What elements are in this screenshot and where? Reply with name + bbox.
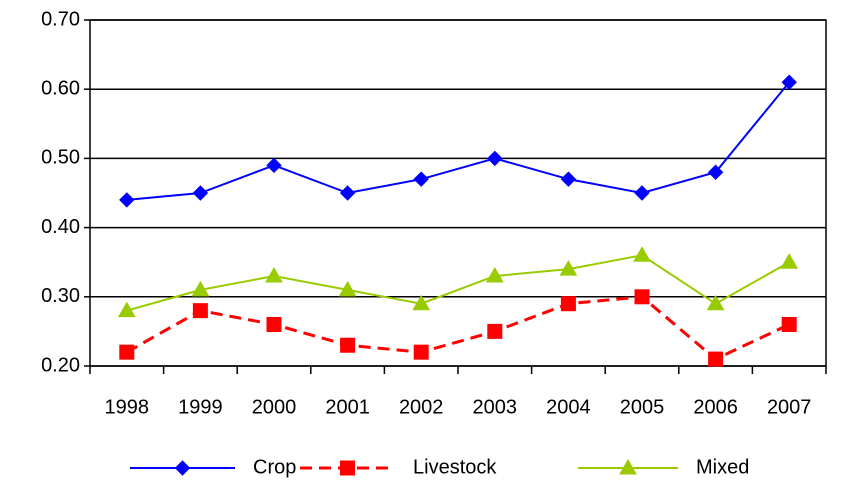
data-point <box>633 246 651 262</box>
x-tick-label: 2005 <box>620 396 665 418</box>
x-tick-label: 1999 <box>178 396 223 418</box>
data-point <box>485 267 504 283</box>
data-point <box>560 171 577 187</box>
data-point <box>340 337 356 353</box>
series-line <box>126 295 790 361</box>
data-point <box>412 294 431 311</box>
data-point <box>339 185 356 201</box>
data-point <box>707 164 724 180</box>
data-point <box>338 280 357 297</box>
legend-marker <box>619 458 637 475</box>
data-point <box>119 344 135 360</box>
legend-marker <box>340 460 355 476</box>
data-point <box>706 294 725 311</box>
data-point <box>192 185 209 201</box>
y-tick-label: 0.40 <box>41 216 80 238</box>
x-tick-label: 2000 <box>252 396 297 418</box>
x-tick-label: 1998 <box>105 396 150 418</box>
x-tick-label: 2004 <box>546 396 591 418</box>
legend-label: Mixed <box>696 456 749 478</box>
legend-label: Crop <box>253 456 296 478</box>
x-tick-label: 2007 <box>767 396 812 418</box>
data-point <box>560 296 576 312</box>
data-point <box>634 185 650 201</box>
x-tick-label: 2003 <box>473 396 518 418</box>
legend-label: Livestock <box>413 456 497 478</box>
x-tick-label: 2001 <box>325 396 370 418</box>
series-line <box>126 254 790 312</box>
data-point <box>413 344 429 360</box>
x-tick-label: 2006 <box>693 396 738 418</box>
x-tick-label: 2002 <box>399 396 444 418</box>
data-point <box>117 301 136 318</box>
data-point <box>191 280 210 297</box>
data-point <box>708 351 724 367</box>
data-point <box>265 267 283 283</box>
data-point <box>559 260 578 276</box>
data-point <box>780 253 799 269</box>
legend-marker <box>174 460 191 476</box>
y-tick-label: 0.70 <box>41 8 80 30</box>
data-point <box>634 289 650 305</box>
y-tick-label: 0.50 <box>41 147 80 169</box>
y-tick-label: 0.30 <box>41 285 80 307</box>
data-point <box>266 157 282 174</box>
data-point <box>266 316 282 332</box>
data-point <box>487 323 503 339</box>
data-point <box>781 74 797 90</box>
y-tick-label: 0.20 <box>41 354 80 376</box>
data-point <box>192 303 208 319</box>
series-line <box>126 81 790 201</box>
data-point <box>119 192 135 208</box>
data-point <box>413 171 429 187</box>
y-tick-label: 0.60 <box>41 77 80 99</box>
data-point <box>487 150 503 167</box>
data-point <box>781 316 797 332</box>
